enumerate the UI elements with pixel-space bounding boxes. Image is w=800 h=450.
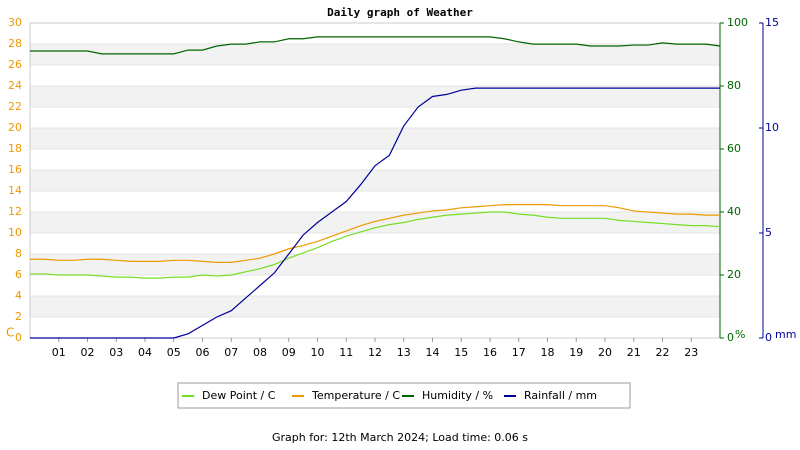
x-tick-label: 04 <box>138 346 152 359</box>
y-tick-label: 2 <box>15 310 22 323</box>
y2-tick-label: 80 <box>727 79 741 92</box>
legend-label: Dew Point / C <box>202 389 276 402</box>
y-tick-label: 18 <box>8 142 22 155</box>
x-tick-label: 13 <box>397 346 411 359</box>
x-tick-label: 20 <box>598 346 612 359</box>
y2-tick-label: 20 <box>727 268 741 281</box>
x-tick-label: 21 <box>627 346 641 359</box>
y2-tick-label: 40 <box>727 205 741 218</box>
y3-tick-label: 15 <box>765 16 779 29</box>
chart-title: Daily graph of Weather <box>327 6 473 19</box>
y-tick-label: 30 <box>8 16 22 29</box>
grid-band <box>30 128 720 149</box>
x-tick-label: 07 <box>224 346 238 359</box>
grid-band <box>30 212 720 233</box>
x-tick-label: 22 <box>656 346 670 359</box>
y3-tick-label: 10 <box>765 121 779 134</box>
y3-axis-label: mm <box>775 328 796 341</box>
x-tick-label: 12 <box>368 346 382 359</box>
y-tick-label: 8 <box>15 247 22 260</box>
y-tick-label: 20 <box>8 121 22 134</box>
y-tick-label: 16 <box>8 163 22 176</box>
x-tick-label: 16 <box>483 346 497 359</box>
y-tick-label: 24 <box>8 79 22 92</box>
x-tick-label: 09 <box>282 346 296 359</box>
y2-tick-label: 60 <box>727 142 741 155</box>
grid-band <box>30 44 720 65</box>
y-tick-label: 26 <box>8 58 22 71</box>
y-tick-label: 22 <box>8 100 22 113</box>
x-tick-label: 10 <box>311 346 325 359</box>
x-tick-label: 03 <box>109 346 123 359</box>
footer: Graph for: 12th March 2024; Load time: 0… <box>272 431 528 444</box>
y2-tick-label: 0 <box>727 331 734 344</box>
y2-tick-label: 100 <box>727 16 748 29</box>
grid-band <box>30 254 720 275</box>
y-tick-label: 12 <box>8 205 22 218</box>
legend-label: Rainfall / mm <box>524 389 597 402</box>
series-line <box>30 211 721 279</box>
y-tick-label: 28 <box>8 37 22 50</box>
x-tick-label: 02 <box>81 346 95 359</box>
x-tick-label: 08 <box>253 346 267 359</box>
y-tick-label: 6 <box>15 268 22 281</box>
grid-band <box>30 170 720 191</box>
y-tick-label: 14 <box>8 184 22 197</box>
x-tick-label: 19 <box>569 346 583 359</box>
x-tick-label: 05 <box>167 346 181 359</box>
legend-label: Humidity / % <box>422 389 493 402</box>
x-tick-label: 18 <box>541 346 555 359</box>
y3-tick-label: 0 <box>765 331 772 344</box>
x-tick-label: 06 <box>196 346 210 359</box>
y-axis-label: C <box>6 326 14 340</box>
series-line <box>30 36 721 55</box>
series-line <box>30 87 720 339</box>
x-tick-label: 14 <box>426 346 440 359</box>
y-tick-label: 0 <box>15 331 22 344</box>
grid-band <box>30 86 720 107</box>
y3-tick-label: 5 <box>765 226 772 239</box>
grid-band <box>30 296 720 317</box>
legend-label: Temperature / C <box>311 389 400 402</box>
series-line <box>30 204 720 263</box>
x-tick-label: 15 <box>454 346 468 359</box>
x-tick-label: 23 <box>684 346 698 359</box>
x-tick-label: 11 <box>339 346 353 359</box>
x-tick-label: 01 <box>52 346 66 359</box>
x-tick-label: 17 <box>512 346 526 359</box>
y2-axis-label: % <box>735 328 745 341</box>
y-tick-label: 4 <box>15 289 22 302</box>
y-tick-label: 10 <box>8 226 22 239</box>
